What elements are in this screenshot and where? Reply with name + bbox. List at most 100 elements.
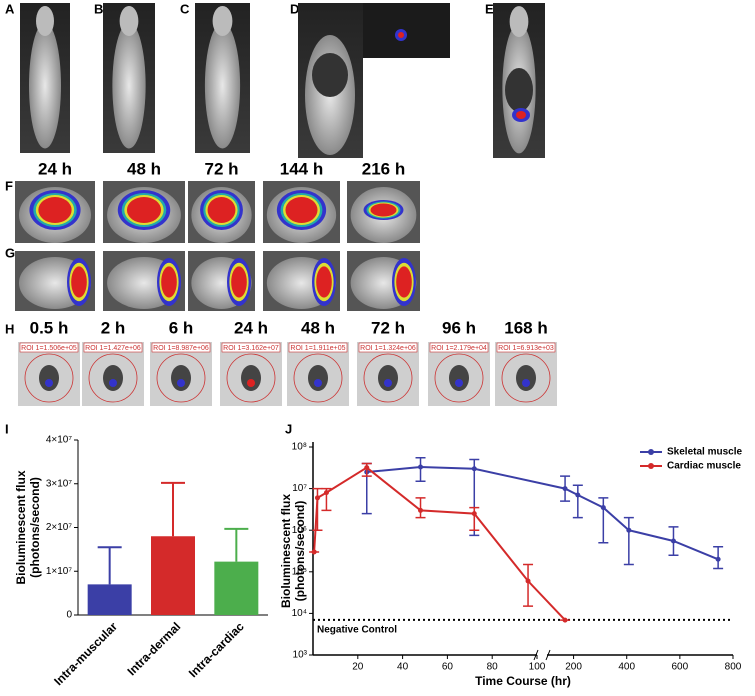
time-label: 144 h bbox=[280, 159, 323, 178]
time-label: 48 h bbox=[301, 318, 335, 337]
panel-label: D bbox=[290, 1, 299, 16]
roi-circle bbox=[434, 353, 484, 403]
roi-circle bbox=[24, 353, 74, 403]
y-axis-title: Bioluminescent flux(photons/second) bbox=[279, 494, 307, 608]
roi-label: ROI 1=6.913e+03 bbox=[498, 345, 554, 352]
sample bbox=[516, 365, 536, 391]
roi-circle bbox=[88, 353, 138, 403]
mouse-head bbox=[119, 6, 139, 36]
roi-box bbox=[19, 342, 79, 353]
x-tick-label: 40 bbox=[397, 662, 409, 673]
y-tick-label: 10³ bbox=[293, 650, 308, 661]
time-label: 216 h bbox=[362, 159, 405, 178]
roi-label: ROI 1=1.506e+05 bbox=[21, 345, 77, 352]
y-tick-label: 10⁴ bbox=[292, 608, 307, 619]
roi-label: ROI 1=1.427e+06 bbox=[85, 345, 141, 352]
roi-box bbox=[83, 342, 143, 353]
sample bbox=[171, 365, 191, 391]
time-label: 6 h bbox=[169, 318, 194, 337]
panel-label: H bbox=[5, 321, 14, 336]
error-bar bbox=[415, 497, 426, 519]
bar bbox=[87, 584, 132, 615]
panel-label: A bbox=[5, 1, 15, 16]
inset bbox=[363, 3, 450, 58]
sample bbox=[308, 365, 328, 391]
sample bbox=[103, 365, 123, 391]
mouse-head bbox=[36, 6, 54, 36]
signal bbox=[384, 379, 392, 387]
sample bbox=[378, 365, 398, 391]
annotation: Negative Control bbox=[317, 624, 397, 635]
y-tick-label: 1×10⁷ bbox=[46, 566, 73, 577]
point bbox=[364, 465, 370, 471]
point bbox=[471, 511, 477, 517]
signal bbox=[316, 266, 332, 298]
time-label: 72 h bbox=[371, 318, 405, 337]
time-label: 24 h bbox=[234, 318, 268, 337]
x-tick-label: 100 bbox=[529, 662, 546, 673]
point bbox=[323, 490, 329, 496]
roi-circle bbox=[501, 353, 551, 403]
x-tick-label: Intra-dermal bbox=[124, 619, 183, 678]
sample bbox=[241, 365, 261, 391]
x-tick-label: 60 bbox=[442, 662, 454, 673]
error-bar bbox=[598, 497, 609, 544]
point bbox=[562, 486, 568, 492]
roi-box bbox=[358, 342, 418, 353]
roi-box bbox=[221, 342, 281, 353]
signal bbox=[71, 266, 87, 298]
panel-label: E bbox=[485, 1, 494, 16]
error-bar bbox=[415, 457, 426, 483]
y-tick-label: 3×10⁷ bbox=[46, 478, 73, 489]
roi-circle bbox=[156, 353, 206, 403]
signal bbox=[177, 379, 185, 387]
signal bbox=[455, 379, 463, 387]
x-tick-label: Intra-cardiac bbox=[186, 619, 247, 680]
signal bbox=[207, 197, 236, 223]
x-tick-label: Intra-muscular bbox=[51, 619, 120, 688]
x-tick-label: 400 bbox=[618, 662, 635, 673]
error-bar bbox=[572, 484, 583, 519]
x-tick-label: 600 bbox=[672, 662, 689, 673]
roi-label: ROI 1=8.987e+06 bbox=[153, 345, 209, 352]
panel-label: J bbox=[285, 421, 292, 436]
panel-label: I bbox=[5, 421, 9, 436]
x-tick-label: 80 bbox=[487, 662, 499, 673]
mouse-body bbox=[112, 22, 146, 149]
error-bar bbox=[224, 527, 249, 562]
mouse-head bbox=[509, 6, 529, 38]
time-label: 24 h bbox=[38, 159, 72, 178]
sample bbox=[449, 365, 469, 391]
point bbox=[418, 507, 424, 513]
signal bbox=[45, 379, 53, 387]
roi-box bbox=[288, 342, 348, 353]
roi-circle bbox=[293, 353, 343, 403]
sample bbox=[39, 365, 59, 391]
error-bar bbox=[623, 516, 634, 566]
bar bbox=[214, 561, 259, 615]
signal bbox=[38, 197, 72, 223]
roi-label: ROI 1=1.324e+06 bbox=[360, 345, 416, 352]
point bbox=[418, 464, 424, 470]
x-axis-title: Time Course (hr) bbox=[475, 674, 571, 688]
y-axis-title: Bioluminescent flux(photons/second) bbox=[14, 470, 42, 584]
bar bbox=[151, 536, 195, 615]
legend-label: Cardiac muscle bbox=[667, 461, 741, 472]
legend-marker bbox=[648, 449, 654, 455]
signal bbox=[314, 379, 322, 387]
signal bbox=[396, 266, 412, 298]
roi-box bbox=[496, 342, 556, 353]
y-tick-label: 10⁷ bbox=[292, 483, 307, 494]
roi-label: ROI 1=2.179e+04 bbox=[431, 345, 487, 352]
roi-box bbox=[429, 342, 489, 353]
error-bar bbox=[523, 563, 534, 607]
y-tick-label: 2×10⁷ bbox=[46, 522, 73, 533]
time-label: 0.5 h bbox=[30, 318, 69, 337]
x-tick-label: 200 bbox=[565, 662, 582, 673]
signal bbox=[126, 197, 162, 223]
signal bbox=[231, 266, 247, 298]
legend-label: Skeletal muscle bbox=[667, 447, 742, 458]
point bbox=[562, 617, 568, 623]
organ bbox=[505, 68, 533, 112]
point bbox=[626, 527, 632, 533]
